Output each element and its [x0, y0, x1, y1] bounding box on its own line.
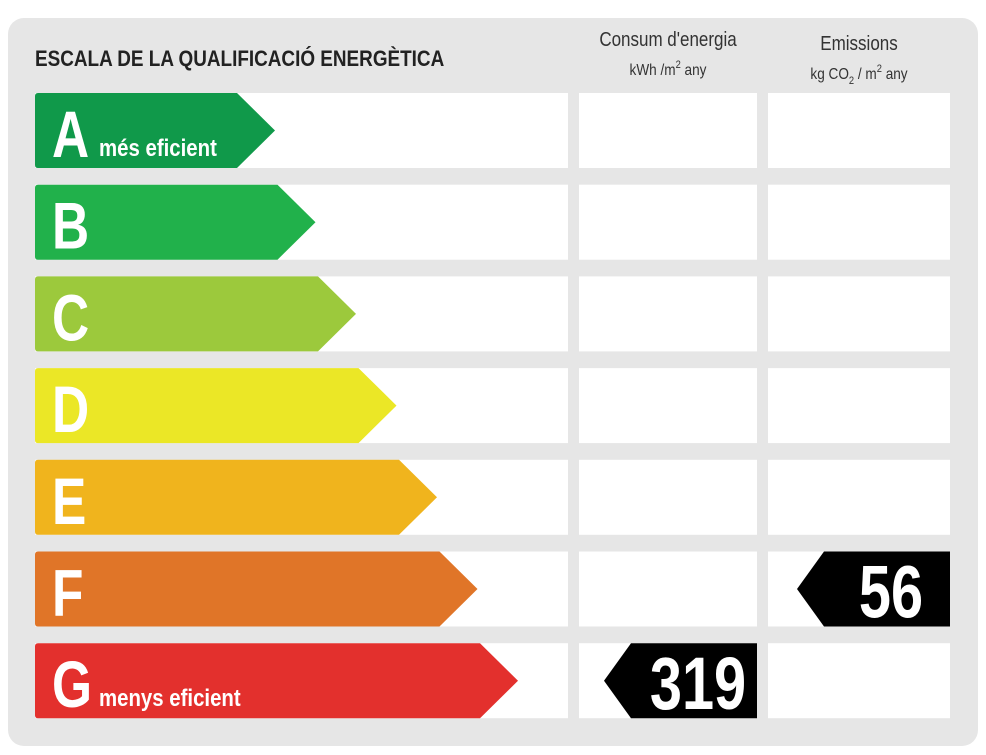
- rating-arrow: [35, 184, 316, 260]
- unit-part: any: [882, 66, 908, 83]
- rating-letter: D: [52, 372, 89, 447]
- rating-arrow: [35, 276, 356, 352]
- unit-part: 2: [849, 75, 854, 87]
- value-cell: [768, 93, 950, 168]
- value-cell: [579, 551, 757, 627]
- rating-arrow: [35, 93, 275, 168]
- value-arrow: [797, 551, 950, 627]
- unit-part: any: [681, 62, 707, 79]
- rating-note: més eficient: [99, 134, 217, 161]
- unit-part: 2: [877, 63, 882, 75]
- value-label: 56: [859, 552, 923, 635]
- unit-part: kg CO: [810, 66, 848, 83]
- value-label: 319: [650, 643, 746, 726]
- rating-arrow: [35, 643, 518, 719]
- unit-part: / m: [854, 66, 877, 83]
- value-cell: [579, 368, 757, 444]
- rating-letter: A: [52, 97, 89, 172]
- rating-arrow: [35, 551, 478, 627]
- value-cell: [579, 184, 757, 260]
- unit-part: 2: [676, 59, 681, 71]
- rating-letter: E: [52, 464, 86, 539]
- rating-letter: G: [52, 647, 92, 722]
- value-cell: [768, 459, 950, 535]
- value-cell: [768, 184, 950, 260]
- rating-letter: F: [52, 555, 83, 630]
- column-unit: kg CO2 / m2 any: [810, 63, 908, 87]
- column-label: Emissions: [820, 32, 897, 55]
- rating-note: menys eficient: [99, 685, 241, 712]
- value-cell: [768, 643, 950, 719]
- unit-part: kWh /m: [630, 62, 676, 79]
- rating-letter: B: [52, 188, 89, 263]
- rating-arrow: [35, 459, 437, 535]
- rating-letter: C: [52, 280, 89, 355]
- value-cell: [579, 459, 757, 535]
- value-cell: [579, 276, 757, 352]
- value-cell: [768, 276, 950, 352]
- value-arrow: [604, 643, 757, 719]
- column-unit: kWh /m2 any: [630, 59, 707, 79]
- column-label: Consum d'energia: [599, 28, 737, 51]
- title: ESCALA DE LA QUALIFICACIÓ ENERGÈTICA: [35, 46, 444, 72]
- rating-arrow: [35, 368, 397, 444]
- value-cell: [579, 93, 757, 168]
- value-cell: [768, 368, 950, 444]
